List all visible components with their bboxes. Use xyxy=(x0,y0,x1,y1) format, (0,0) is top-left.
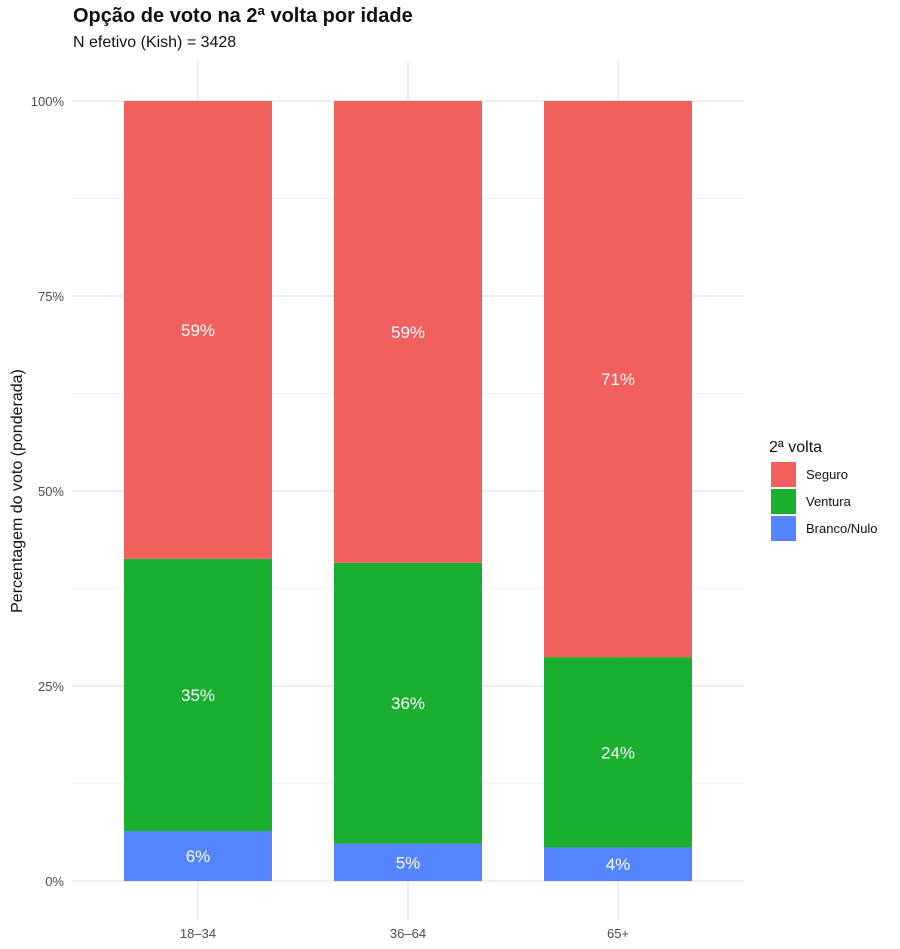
data-label: 36% xyxy=(391,694,425,713)
data-label: 4% xyxy=(606,855,631,874)
data-label: 5% xyxy=(396,853,421,872)
legend-title: 2ª volta xyxy=(769,439,822,456)
data-label: 59% xyxy=(391,323,425,342)
data-label: 24% xyxy=(601,743,635,762)
x-tick-label: 36–64 xyxy=(390,926,426,941)
legend-label: Branco/Nulo xyxy=(806,521,878,536)
legend: 2ª volta Seguro Ventura Branco/Nulo xyxy=(769,439,878,541)
x-tick-label: 18–34 xyxy=(180,926,216,941)
data-label: 6% xyxy=(186,847,211,866)
legend-label: Seguro xyxy=(806,467,848,482)
y-axis-label: Percentagem do voto (ponderada) xyxy=(9,369,26,613)
legend-label: Ventura xyxy=(806,494,852,509)
x-ticks-group: 18–34 36–64 65+ xyxy=(180,926,629,941)
y-tick-label: 0% xyxy=(45,874,64,889)
bars-group xyxy=(124,101,692,881)
data-label: 71% xyxy=(601,370,635,389)
legend-swatch xyxy=(771,489,796,514)
legend-swatch xyxy=(771,516,796,541)
y-tick-label: 25% xyxy=(38,679,64,694)
y-tick-label: 75% xyxy=(38,289,64,304)
data-label: 59% xyxy=(181,321,215,340)
data-label: 35% xyxy=(181,686,215,705)
legend-swatch xyxy=(771,462,796,487)
y-ticks-group: 0% 25% 50% 75% 100% xyxy=(31,94,65,889)
x-tick-label: 65+ xyxy=(607,926,629,941)
y-tick-label: 100% xyxy=(31,94,65,109)
y-tick-label: 50% xyxy=(38,484,64,499)
